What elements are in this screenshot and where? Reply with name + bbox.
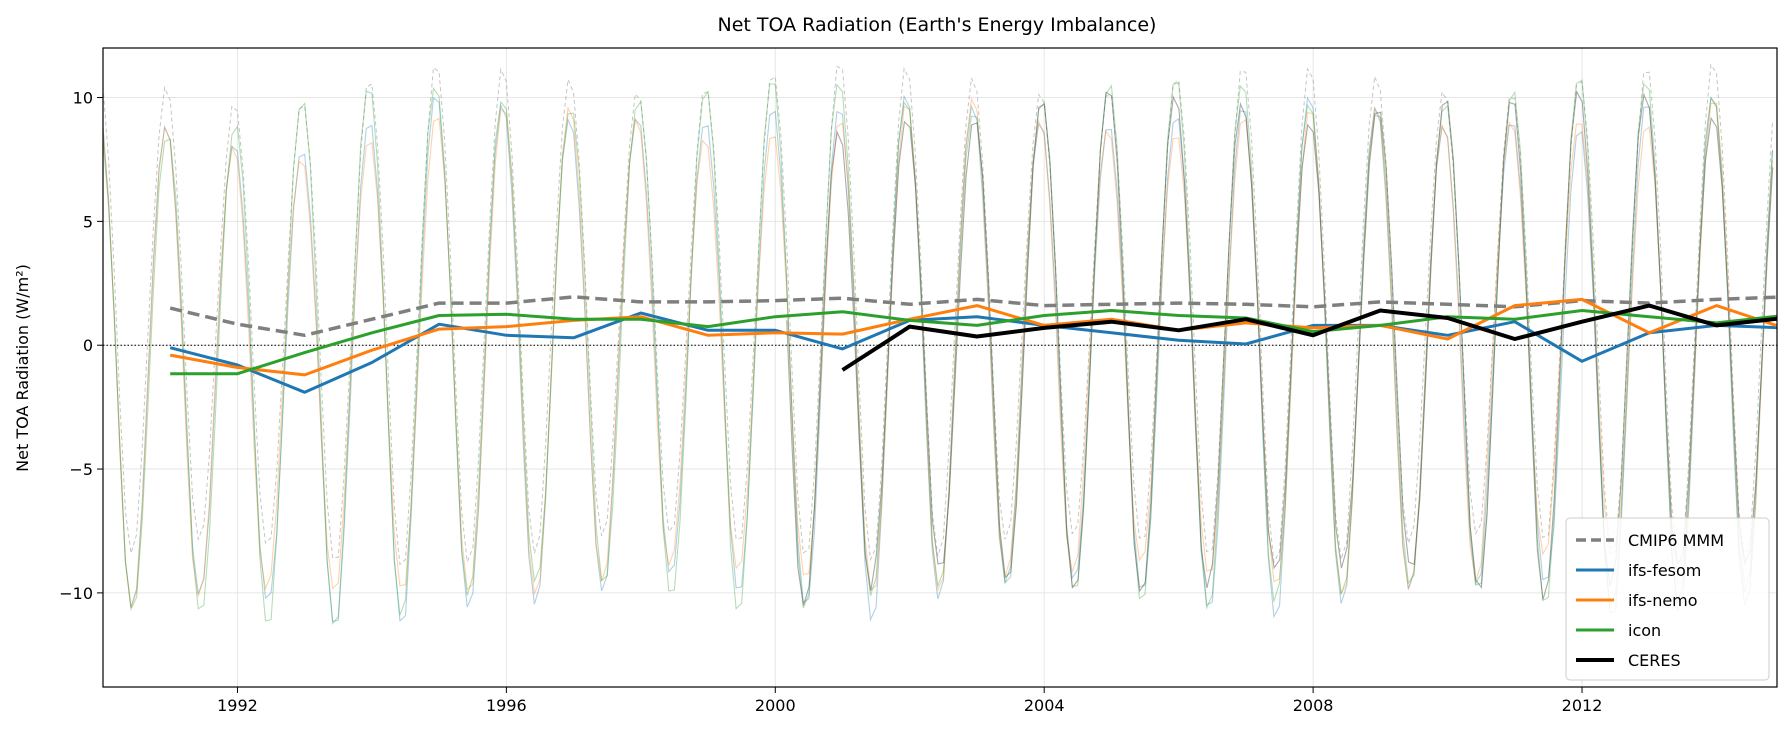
monthly-lines <box>103 63 1774 625</box>
x-tick-label: 1992 <box>217 696 258 715</box>
chart-title: Net TOA Radiation (Earth's Energy Imbala… <box>718 14 1157 36</box>
y-axis-label: Net TOA Radiation (W/m²) <box>13 264 32 472</box>
x-tick-label: 2012 <box>1562 696 1603 715</box>
legend-box <box>1565 517 1770 681</box>
x-tick-label: 1996 <box>486 696 527 715</box>
y-tick-label: 10 <box>73 89 93 108</box>
legend-label-cmip6-mmm: CMIP6 MMM <box>1628 531 1724 550</box>
y-tick-label: 5 <box>83 212 93 231</box>
y-tick-label: 0 <box>83 336 93 355</box>
x-tick-label: 2004 <box>1024 696 1065 715</box>
x-tick-label: 2008 <box>1293 696 1334 715</box>
plot-frame <box>102 47 1778 688</box>
annual-line-ceres <box>841 303 1777 372</box>
y-tick-label: −10 <box>59 584 93 603</box>
annual-line-icon <box>170 309 1777 376</box>
annual-lines <box>169 295 1777 394</box>
legend-label-ifs-nemo: ifs-nemo <box>1628 591 1698 610</box>
legend-label-ifs-fesom: ifs-fesom <box>1628 561 1701 580</box>
legend: CMIP6 MMM ifs-fesom ifs-nemo icon CERES <box>1565 517 1770 681</box>
monthly-line-ifs-nemo <box>103 97 1774 608</box>
monthly-line-ifs-fesom <box>103 94 1774 623</box>
axis-ticks: 1992 1996 2000 2004 2008 2012 −10 −5 0 5 10 <box>59 89 1602 715</box>
annual-line-ifs-nemo <box>169 297 1777 377</box>
x-tick-label: 2000 <box>755 696 796 715</box>
y-tick-label: −5 <box>69 460 93 479</box>
legend-label-icon: icon <box>1628 621 1661 640</box>
legend-label-ceres: CERES <box>1628 651 1681 670</box>
monthly-line-icon <box>103 79 1774 625</box>
annual-line-ifs-fesom <box>169 311 1777 394</box>
